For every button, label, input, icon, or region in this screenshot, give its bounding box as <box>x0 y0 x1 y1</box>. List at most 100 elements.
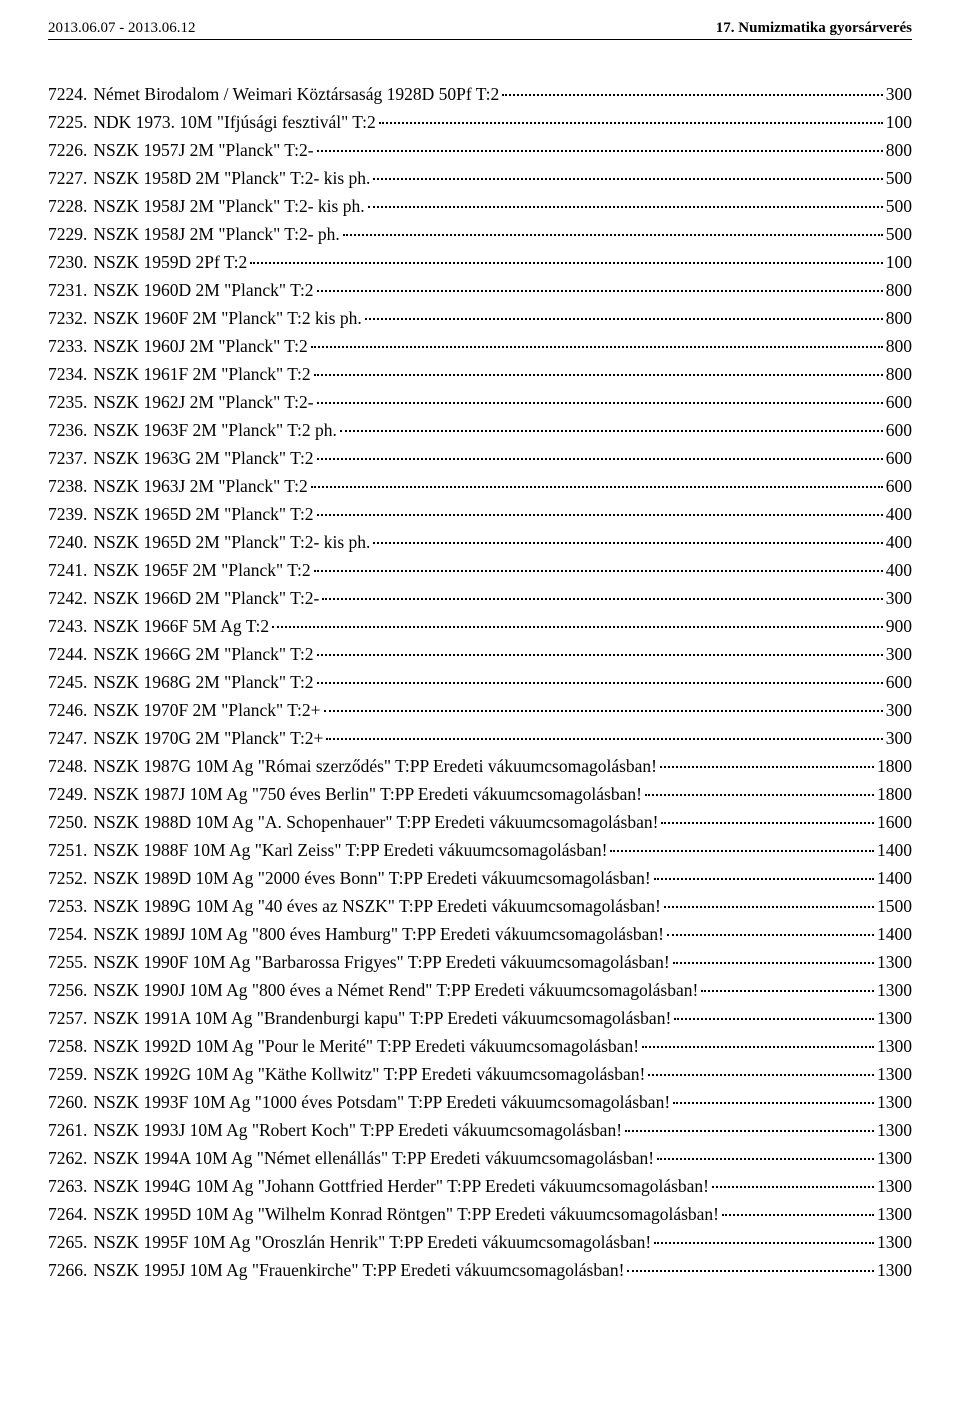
lot-description: NSZK 1957J 2M "Planck" T:2- <box>93 142 313 160</box>
lot-row: 7232.NSZK 1960F 2M "Planck" T:2 kis ph.8… <box>48 310 912 328</box>
leader-dots <box>661 822 874 824</box>
lot-description: NSZK 1995J 10M Ag "Frauenkirche" T:PP Er… <box>93 1262 624 1280</box>
lot-price: 300 <box>886 730 912 748</box>
lot-row: 7227.NSZK 1958D 2M "Planck" T:2- kis ph.… <box>48 170 912 188</box>
leader-dots <box>317 458 883 460</box>
page-header: 2013.06.07 - 2013.06.12 17. Numizmatika … <box>48 20 912 40</box>
leader-dots <box>322 598 882 600</box>
lot-description: NSZK 1994G 10M Ag "Johann Gottfried Herd… <box>93 1178 709 1196</box>
lot-number: 7230. <box>48 254 87 272</box>
leader-dots <box>314 374 883 376</box>
lot-number: 7229. <box>48 226 87 244</box>
leader-dots <box>272 626 883 628</box>
lot-row: 7251.NSZK 1988F 10M Ag "Karl Zeiss" T:PP… <box>48 842 912 860</box>
lot-row: 7261.NSZK 1993J 10M Ag "Robert Koch" T:P… <box>48 1122 912 1140</box>
lot-row: 7243.NSZK 1966F 5M Ag T:2900 <box>48 618 912 636</box>
lot-number: 7264. <box>48 1206 87 1224</box>
lot-price: 1300 <box>877 1234 912 1252</box>
lot-number: 7254. <box>48 926 87 944</box>
lot-row: 7258.NSZK 1992D 10M Ag "Pour le Merité" … <box>48 1038 912 1056</box>
lot-price: 1300 <box>877 1206 912 1224</box>
lot-description: NSZK 1989D 10M Ag "2000 éves Bonn" T:PP … <box>93 870 650 888</box>
leader-dots <box>627 1270 874 1272</box>
lot-row: 7233.NSZK 1960J 2M "Planck" T:2800 <box>48 338 912 356</box>
lot-number: 7231. <box>48 282 87 300</box>
lot-price: 600 <box>886 394 912 412</box>
lot-description: NSZK 1993F 10M Ag "1000 éves Potsdam" T:… <box>93 1094 670 1112</box>
lot-description: NSZK 1991A 10M Ag "Brandenburgi kapu" T:… <box>93 1010 671 1028</box>
lot-price: 1300 <box>877 1066 912 1084</box>
leader-dots <box>674 1018 874 1020</box>
lot-number: 7251. <box>48 842 87 860</box>
lot-number: 7242. <box>48 590 87 608</box>
lot-description: NDK 1973. 10M "Ifjúsági fesztivál" T:2 <box>93 114 375 132</box>
leader-dots <box>645 794 874 796</box>
lot-row: 7263.NSZK 1994G 10M Ag "Johann Gottfried… <box>48 1178 912 1196</box>
lot-row: 7254. NSZK 1989J 10M Ag "800 éves Hamburg… <box>48 926 912 944</box>
lot-price: 1300 <box>877 1178 912 1196</box>
leader-dots <box>317 290 883 292</box>
lot-number: 7255. <box>48 954 87 972</box>
lot-list: 7224.Német Birodalom / Weimari Köztársas… <box>48 86 912 1280</box>
lot-price: 800 <box>886 282 912 300</box>
lot-row: 7241.NSZK 1965F 2M "Planck" T:2400 <box>48 562 912 580</box>
lot-price: 300 <box>886 702 912 720</box>
lot-price: 100 <box>886 254 912 272</box>
lot-number: 7227. <box>48 170 87 188</box>
lot-price: 1300 <box>877 1038 912 1056</box>
lot-row: 7226.NSZK 1957J 2M "Planck" T:2-800 <box>48 142 912 160</box>
lot-description: NSZK 1959D 2Pf T:2 <box>93 254 247 272</box>
lot-number: 7260. <box>48 1094 87 1112</box>
lot-number: 7239. <box>48 506 87 524</box>
leader-dots <box>317 402 883 404</box>
lot-row: 7229. NSZK 1958J 2M "Planck" T:2- ph. 500 <box>48 226 912 244</box>
lot-row: 7238.NSZK 1963J 2M "Planck" T:2600 <box>48 478 912 496</box>
lot-description: NSZK 1994A 10M Ag "Német ellenállás" T:P… <box>93 1150 654 1168</box>
lot-number: 7266. <box>48 1262 87 1280</box>
lot-row: 7266. NSZK 1995J 10M Ag "Frauenkirche" T:… <box>48 1262 912 1280</box>
lot-description: NSZK 1987J 10M Ag "750 éves Berlin" T:PP… <box>93 786 642 804</box>
leader-dots <box>317 514 883 516</box>
lot-description: NSZK 1968G 2M "Planck" T:2 <box>93 674 313 692</box>
lot-row: 7262.NSZK 1994A 10M Ag "Német ellenállás… <box>48 1150 912 1168</box>
lot-description: NSZK 1960D 2M "Planck" T:2 <box>93 282 313 300</box>
leader-dots <box>654 878 874 880</box>
lot-row: 7239.NSZK 1965D 2M "Planck" T:2400 <box>48 506 912 524</box>
leader-dots <box>373 542 882 544</box>
leader-dots <box>664 906 874 908</box>
page: 2013.06.07 - 2013.06.12 17. Numizmatika … <box>0 0 960 1330</box>
lot-description: NSZK 1966G 2M "Planck" T:2 <box>93 646 313 664</box>
lot-row: 7260. NSZK 1993F 10M Ag "1000 éves Potsda… <box>48 1094 912 1112</box>
lot-number: 7244. <box>48 646 87 664</box>
lot-price: 1500 <box>877 898 912 916</box>
lot-price: 400 <box>886 506 912 524</box>
lot-number: 7258. <box>48 1038 87 1056</box>
lot-price: 1300 <box>877 1094 912 1112</box>
lot-price: 1800 <box>877 786 912 804</box>
lot-description: NSZK 1989J 10M Ag "800 éves Hamburg" T:P… <box>93 926 664 944</box>
leader-dots <box>722 1214 874 1216</box>
lot-number: 7252. <box>48 870 87 888</box>
lot-description: NSZK 1958J 2M "Planck" T:2- ph. <box>93 226 339 244</box>
lot-number: 7257. <box>48 1010 87 1028</box>
lot-price: 300 <box>886 86 912 104</box>
leader-dots <box>314 570 883 572</box>
lot-description: NSZK 1970G 2M "Planck" T:2+ <box>93 730 323 748</box>
lot-price: 1400 <box>877 870 912 888</box>
lot-row: 7265.NSZK 1995F 10M Ag "Oroszlán Henrik"… <box>48 1234 912 1252</box>
lot-number: 7240. <box>48 534 87 552</box>
lot-number: 7236. <box>48 422 87 440</box>
lot-number: 7234. <box>48 366 87 384</box>
leader-dots <box>673 1102 874 1104</box>
lot-row: 7235.NSZK 1962J 2M "Planck" T:2-600 <box>48 394 912 412</box>
lot-description: NSZK 1960F 2M "Planck" T:2 kis ph. <box>93 310 361 328</box>
lot-number: 7253. <box>48 898 87 916</box>
lot-price: 400 <box>886 562 912 580</box>
lot-description: NSZK 1989G 10M Ag "40 éves az NSZK" T:PP… <box>93 898 661 916</box>
lot-price: 900 <box>886 618 912 636</box>
leader-dots <box>625 1130 874 1132</box>
lot-row: 7252. NSZK 1989D 10M Ag "2000 éves Bonn" … <box>48 870 912 888</box>
leader-dots <box>610 850 874 852</box>
lot-price: 500 <box>886 226 912 244</box>
lot-row: 7234.NSZK 1961F 2M "Planck" T:2800 <box>48 366 912 384</box>
